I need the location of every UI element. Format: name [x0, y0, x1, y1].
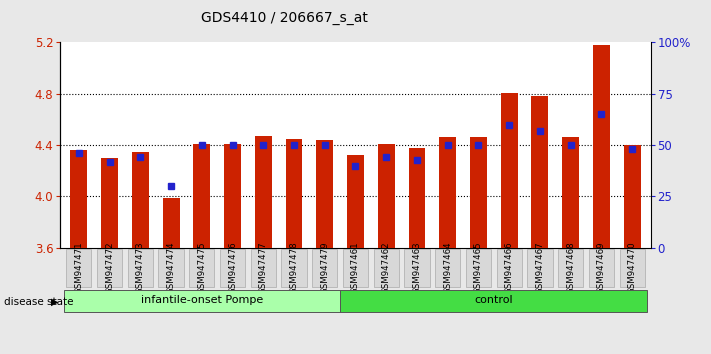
FancyBboxPatch shape	[63, 290, 340, 312]
FancyBboxPatch shape	[528, 250, 552, 287]
Bar	[224, 144, 241, 248]
Text: GSM947465: GSM947465	[474, 241, 483, 294]
Text: GSM947479: GSM947479	[320, 241, 329, 293]
FancyBboxPatch shape	[619, 250, 645, 287]
FancyBboxPatch shape	[374, 250, 399, 287]
FancyBboxPatch shape	[97, 250, 122, 287]
Text: GSM947468: GSM947468	[566, 241, 575, 294]
FancyBboxPatch shape	[558, 250, 583, 287]
Bar	[286, 139, 302, 248]
FancyBboxPatch shape	[189, 250, 215, 287]
Text: GSM947462: GSM947462	[382, 241, 391, 294]
Text: infantile-onset Pompe: infantile-onset Pompe	[141, 295, 263, 306]
Text: GSM947476: GSM947476	[228, 241, 237, 294]
Text: GSM947461: GSM947461	[351, 241, 360, 294]
FancyBboxPatch shape	[496, 250, 522, 287]
FancyBboxPatch shape	[435, 250, 460, 287]
Text: GSM947464: GSM947464	[443, 241, 452, 294]
Text: GDS4410 / 206667_s_at: GDS4410 / 206667_s_at	[201, 11, 368, 25]
Bar	[316, 140, 333, 248]
Bar	[593, 45, 610, 248]
Bar	[163, 198, 180, 248]
Bar	[378, 144, 395, 248]
Text: control: control	[474, 295, 513, 306]
FancyBboxPatch shape	[66, 250, 92, 287]
FancyBboxPatch shape	[466, 250, 491, 287]
Bar	[562, 137, 579, 248]
FancyBboxPatch shape	[159, 250, 183, 287]
Bar	[255, 136, 272, 248]
FancyBboxPatch shape	[405, 250, 429, 287]
Text: GSM947472: GSM947472	[105, 241, 114, 294]
Bar	[439, 137, 456, 248]
FancyBboxPatch shape	[312, 250, 337, 287]
FancyBboxPatch shape	[343, 250, 368, 287]
FancyBboxPatch shape	[282, 250, 306, 287]
Text: GSM947471: GSM947471	[75, 241, 83, 294]
Text: ▶: ▶	[50, 297, 58, 307]
Text: GSM947469: GSM947469	[597, 241, 606, 293]
FancyBboxPatch shape	[340, 290, 648, 312]
Text: GSM947470: GSM947470	[628, 241, 636, 294]
Text: disease state: disease state	[4, 297, 73, 307]
Bar	[101, 158, 118, 248]
FancyBboxPatch shape	[128, 250, 153, 287]
Text: GSM947467: GSM947467	[535, 241, 545, 294]
FancyBboxPatch shape	[220, 250, 245, 287]
Bar	[624, 145, 641, 248]
Bar	[132, 152, 149, 248]
FancyBboxPatch shape	[251, 250, 276, 287]
Bar	[409, 148, 425, 248]
Bar	[501, 92, 518, 248]
Bar	[470, 137, 487, 248]
FancyBboxPatch shape	[589, 250, 614, 287]
Text: GSM947475: GSM947475	[198, 241, 206, 294]
Text: GSM947463: GSM947463	[412, 241, 422, 294]
Text: GSM947478: GSM947478	[289, 241, 299, 294]
Bar	[193, 144, 210, 248]
Bar	[70, 150, 87, 248]
Bar	[347, 155, 364, 248]
Text: GSM947466: GSM947466	[505, 241, 513, 294]
Bar	[531, 96, 548, 248]
Text: GSM947474: GSM947474	[166, 241, 176, 294]
Text: GSM947477: GSM947477	[259, 241, 268, 294]
Text: GSM947473: GSM947473	[136, 241, 145, 294]
